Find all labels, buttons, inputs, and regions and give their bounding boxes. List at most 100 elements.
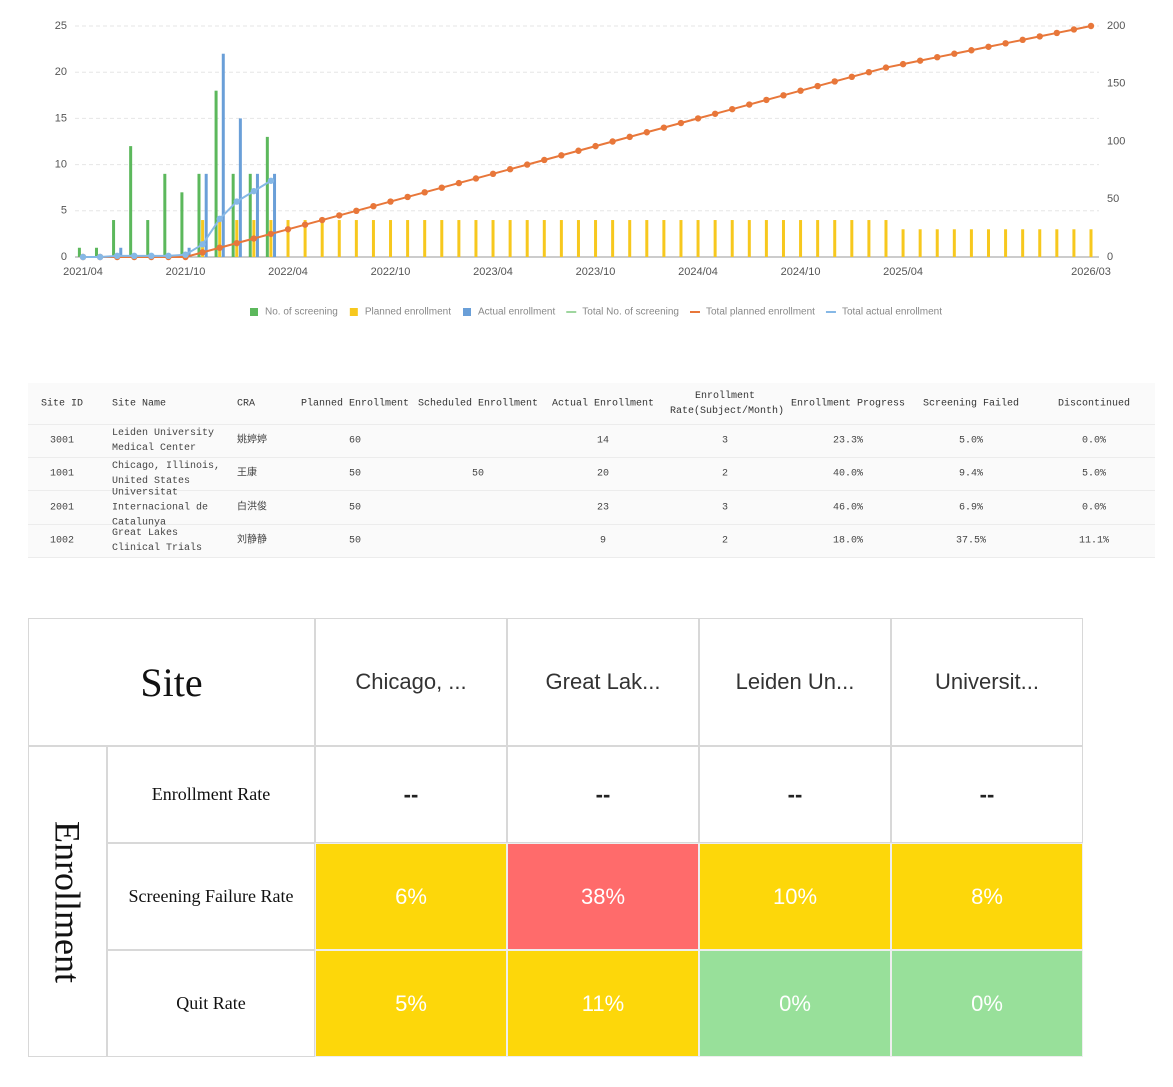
line-point: [934, 53, 941, 61]
bar: [1038, 229, 1042, 257]
table-cell: 3: [721, 502, 728, 514]
table-cell: 40.0%: [832, 468, 863, 480]
table-cell: 14: [596, 435, 609, 447]
line-point: [96, 253, 104, 261]
line-point: [1036, 33, 1043, 40]
line-point: [472, 175, 480, 182]
column-header: Scheduled Enrollment: [417, 398, 539, 410]
bar: [119, 247, 123, 257]
line-point: [524, 161, 531, 168]
row-divider: [28, 490, 1155, 491]
x-tick-label: 2026/03: [1071, 266, 1111, 278]
line-point: [199, 241, 206, 248]
bar: [679, 220, 683, 257]
bar: [884, 220, 888, 257]
column-header: CRA: [237, 398, 256, 410]
line-point: [455, 179, 463, 187]
table-cell: 0.0%: [1081, 502, 1106, 514]
bar: [354, 220, 358, 257]
legend-item: Planned enrollment: [349, 307, 451, 318]
table-cell: Leiden University Medical Center: [112, 428, 215, 454]
legend-item: Total planned enrollment: [689, 307, 815, 318]
bar: [542, 220, 546, 257]
table-cell: Chicago, Illinois, United States: [112, 461, 221, 487]
y-tick-label: 20: [55, 66, 67, 78]
line-point: [267, 230, 275, 238]
bar: [389, 220, 393, 257]
legend-item: No. of screening: [250, 307, 338, 318]
table-cell: 王康: [237, 468, 257, 480]
table-cell: 白洪俊: [237, 502, 267, 514]
line-point: [1002, 40, 1009, 47]
heat-cell: --: [315, 746, 507, 843]
bar: [611, 220, 615, 257]
bar: [628, 220, 632, 257]
line-point: [592, 142, 599, 150]
bar: [816, 220, 820, 257]
line-point: [575, 147, 582, 154]
table-cell: 2001: [49, 502, 74, 514]
line-point: [182, 251, 189, 258]
y-tick-label: 25: [55, 20, 67, 32]
line-point: [643, 129, 650, 136]
line-point: [216, 215, 223, 223]
bar: [163, 173, 167, 257]
line: [83, 179, 272, 258]
column-header: Leiden Un...: [699, 618, 891, 746]
heat-cell: --: [507, 746, 699, 843]
line-point: [780, 92, 787, 99]
column-header: Discontinued: [1057, 398, 1130, 410]
line-point: [660, 124, 668, 131]
column-header: Site Name: [112, 398, 167, 410]
bar: [918, 229, 922, 257]
bar: [180, 192, 184, 257]
legend-swatch: [250, 308, 258, 316]
table-cell: 50: [348, 502, 361, 514]
table-cell: Great Lakes Clinical Trials: [112, 528, 203, 554]
line-point: [609, 138, 616, 145]
bar: [235, 220, 239, 257]
group-label: Enrollment: [47, 820, 88, 983]
line-point: [404, 193, 411, 201]
line-point: [267, 177, 275, 184]
bar: [696, 220, 700, 257]
bar: [201, 220, 205, 257]
site-table: Site ID Site Name CRA Planned Enrollment Sch…: [28, 383, 1155, 558]
heat-cell: --: [699, 746, 891, 843]
x-tick-label: 2025/04: [883, 266, 923, 278]
table-cell: 18.0%: [832, 535, 863, 547]
table-cell: Universitat Internacional de Catalunya: [112, 487, 209, 529]
column-header: Planned Enrollment: [300, 398, 410, 410]
line-point: [301, 221, 309, 228]
line-point: [233, 198, 240, 205]
line-point: [148, 252, 155, 260]
heat-cell: --: [891, 746, 1083, 843]
bar: [94, 247, 98, 257]
bar: [129, 146, 133, 257]
bar: [457, 220, 461, 257]
line-point: [746, 101, 753, 108]
legend-label: Planned enrollment: [365, 307, 451, 318]
heat-cell: 0%: [891, 950, 1083, 1057]
column-header: Enrollment Progress: [790, 398, 906, 410]
bar: [952, 229, 956, 257]
table-cell: 3001: [49, 435, 74, 447]
bar: [440, 220, 444, 257]
bar: [1089, 229, 1093, 257]
line-point: [199, 249, 206, 256]
corner-header: Site: [28, 618, 315, 746]
bar: [1021, 229, 1025, 257]
line-point: [985, 43, 992, 50]
heat-cell: 6%: [315, 843, 507, 950]
table-cell: 9.4%: [958, 468, 983, 480]
x-tick-label: 2024/04: [678, 266, 718, 278]
table-cell: 6.9%: [958, 502, 983, 514]
line-point: [541, 156, 548, 164]
column-header: Actual Enrollment: [551, 398, 655, 410]
legend-label: Total No. of screening: [582, 307, 679, 318]
table-cell: 50: [348, 468, 361, 480]
column-header: Site ID: [40, 398, 83, 410]
line-point: [1053, 29, 1061, 37]
table-cell: 50: [348, 535, 361, 547]
bar: [255, 173, 259, 257]
